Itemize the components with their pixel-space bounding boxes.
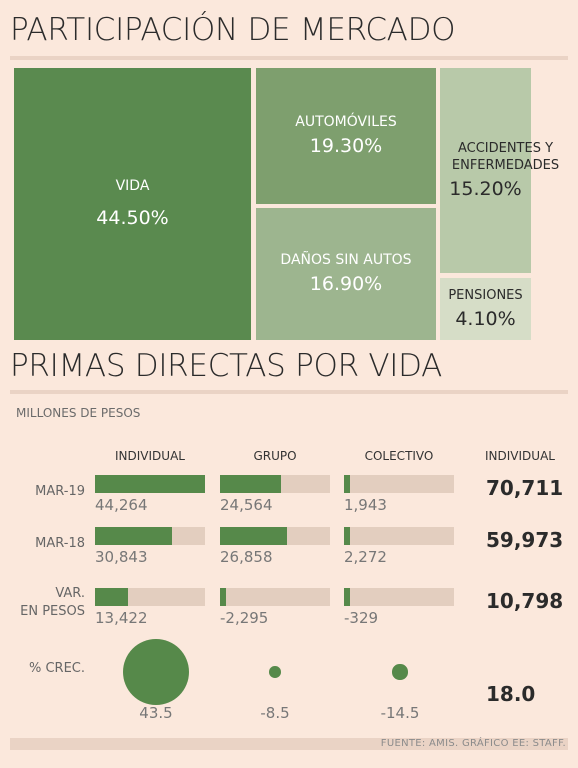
growth-value-label: -8.5: [260, 704, 290, 722]
bar-value-label: -2,295: [220, 609, 269, 627]
row-label: MAR-19: [35, 484, 85, 499]
title-rule-2: [10, 390, 568, 394]
footer-bar: [10, 738, 568, 750]
growth-bubble: [392, 664, 408, 680]
growth-value-label: 43.5: [139, 704, 173, 722]
treemap-label: AUTOMÓVILES: [295, 113, 397, 130]
bar-value-label: 30,843: [95, 548, 148, 566]
column-header-colectivo: COLECTIVO: [364, 449, 434, 463]
treemap-percent: 44.50%: [96, 206, 169, 229]
treemap-label: VIDA: [115, 177, 150, 194]
growth-value-label: -14.5: [380, 704, 420, 722]
bar-track: [344, 527, 454, 545]
treemap-label: ACCIDENTES Y ENFERMEDADES: [451, 140, 560, 173]
bar: [95, 527, 172, 545]
treemap-pensiones: PENSIONES 4.10%: [440, 278, 531, 340]
bar-track: [220, 475, 330, 493]
growth-total: 18.0: [486, 682, 536, 706]
bar: [344, 527, 350, 545]
bar-value-label: 1,943: [344, 496, 387, 514]
treemap-label: PENSIONES: [448, 287, 523, 303]
treemap-automoviles: AUTOMÓVILES 19.30%: [256, 68, 436, 204]
units-label: MILLONES DE PESOS: [16, 406, 141, 420]
treemap-label: DAÑOS SIN AUTOS: [280, 251, 412, 268]
bar: [220, 475, 282, 493]
source-note: FUENTE: AMIS. GRÁFICO EE: STAFF.: [380, 738, 566, 749]
market-share-title: PARTICIPACIÓN DE MERCADO: [10, 12, 456, 48]
bar: [344, 588, 350, 606]
bar-track: [95, 527, 205, 545]
growth-label: % CREC.: [28, 661, 85, 676]
bar-value-label: 2,272: [344, 548, 387, 566]
bar-value-label: 44,264: [95, 496, 148, 514]
row-total: 10,798: [486, 589, 564, 613]
bar-track: [220, 527, 330, 545]
treemap-percent: 16.90%: [309, 272, 383, 295]
life-premiums-title: PRIMAS DIRECTAS POR VIDA: [10, 348, 443, 384]
row-label: VAR. EN PESOS: [20, 586, 85, 619]
bar-value-label: 13,422: [95, 609, 148, 627]
treemap-percent: 4.10%: [455, 307, 516, 330]
bar-track: [344, 588, 454, 606]
growth-bubble: [269, 666, 281, 678]
bar-value-label: 26,858: [220, 548, 273, 566]
row-total: 70,711: [486, 476, 564, 500]
column-header-total: INDIVIDUAL: [485, 449, 555, 463]
treemap-percent: 19.30%: [309, 134, 383, 157]
treemap-percent: 15.20%: [449, 177, 522, 200]
bar: [95, 588, 129, 606]
row-label: MAR-18: [35, 536, 85, 551]
bar-track: [95, 475, 205, 493]
growth-bubble: [123, 639, 189, 705]
column-header-grupo: GRUPO: [253, 449, 297, 463]
bar: [220, 588, 226, 606]
bar-value-label: -329: [344, 609, 379, 627]
treemap-vida: VIDA 44.50%: [14, 68, 251, 340]
title-rule: [10, 56, 568, 60]
bar: [95, 475, 205, 493]
bar-track: [344, 475, 454, 493]
bar: [344, 475, 350, 493]
treemap-danos: DAÑOS SIN AUTOS 16.90%: [256, 208, 436, 340]
row-total: 59,973: [486, 528, 564, 552]
column-header-individual: INDIVIDUAL: [115, 449, 185, 463]
bar-track: [95, 588, 205, 606]
bar: [220, 527, 287, 545]
bar-track: [220, 588, 330, 606]
treemap-accidentes: ACCIDENTES Y ENFERMEDADES 15.20%: [440, 68, 559, 273]
bar-value-label: 24,564: [220, 496, 273, 514]
